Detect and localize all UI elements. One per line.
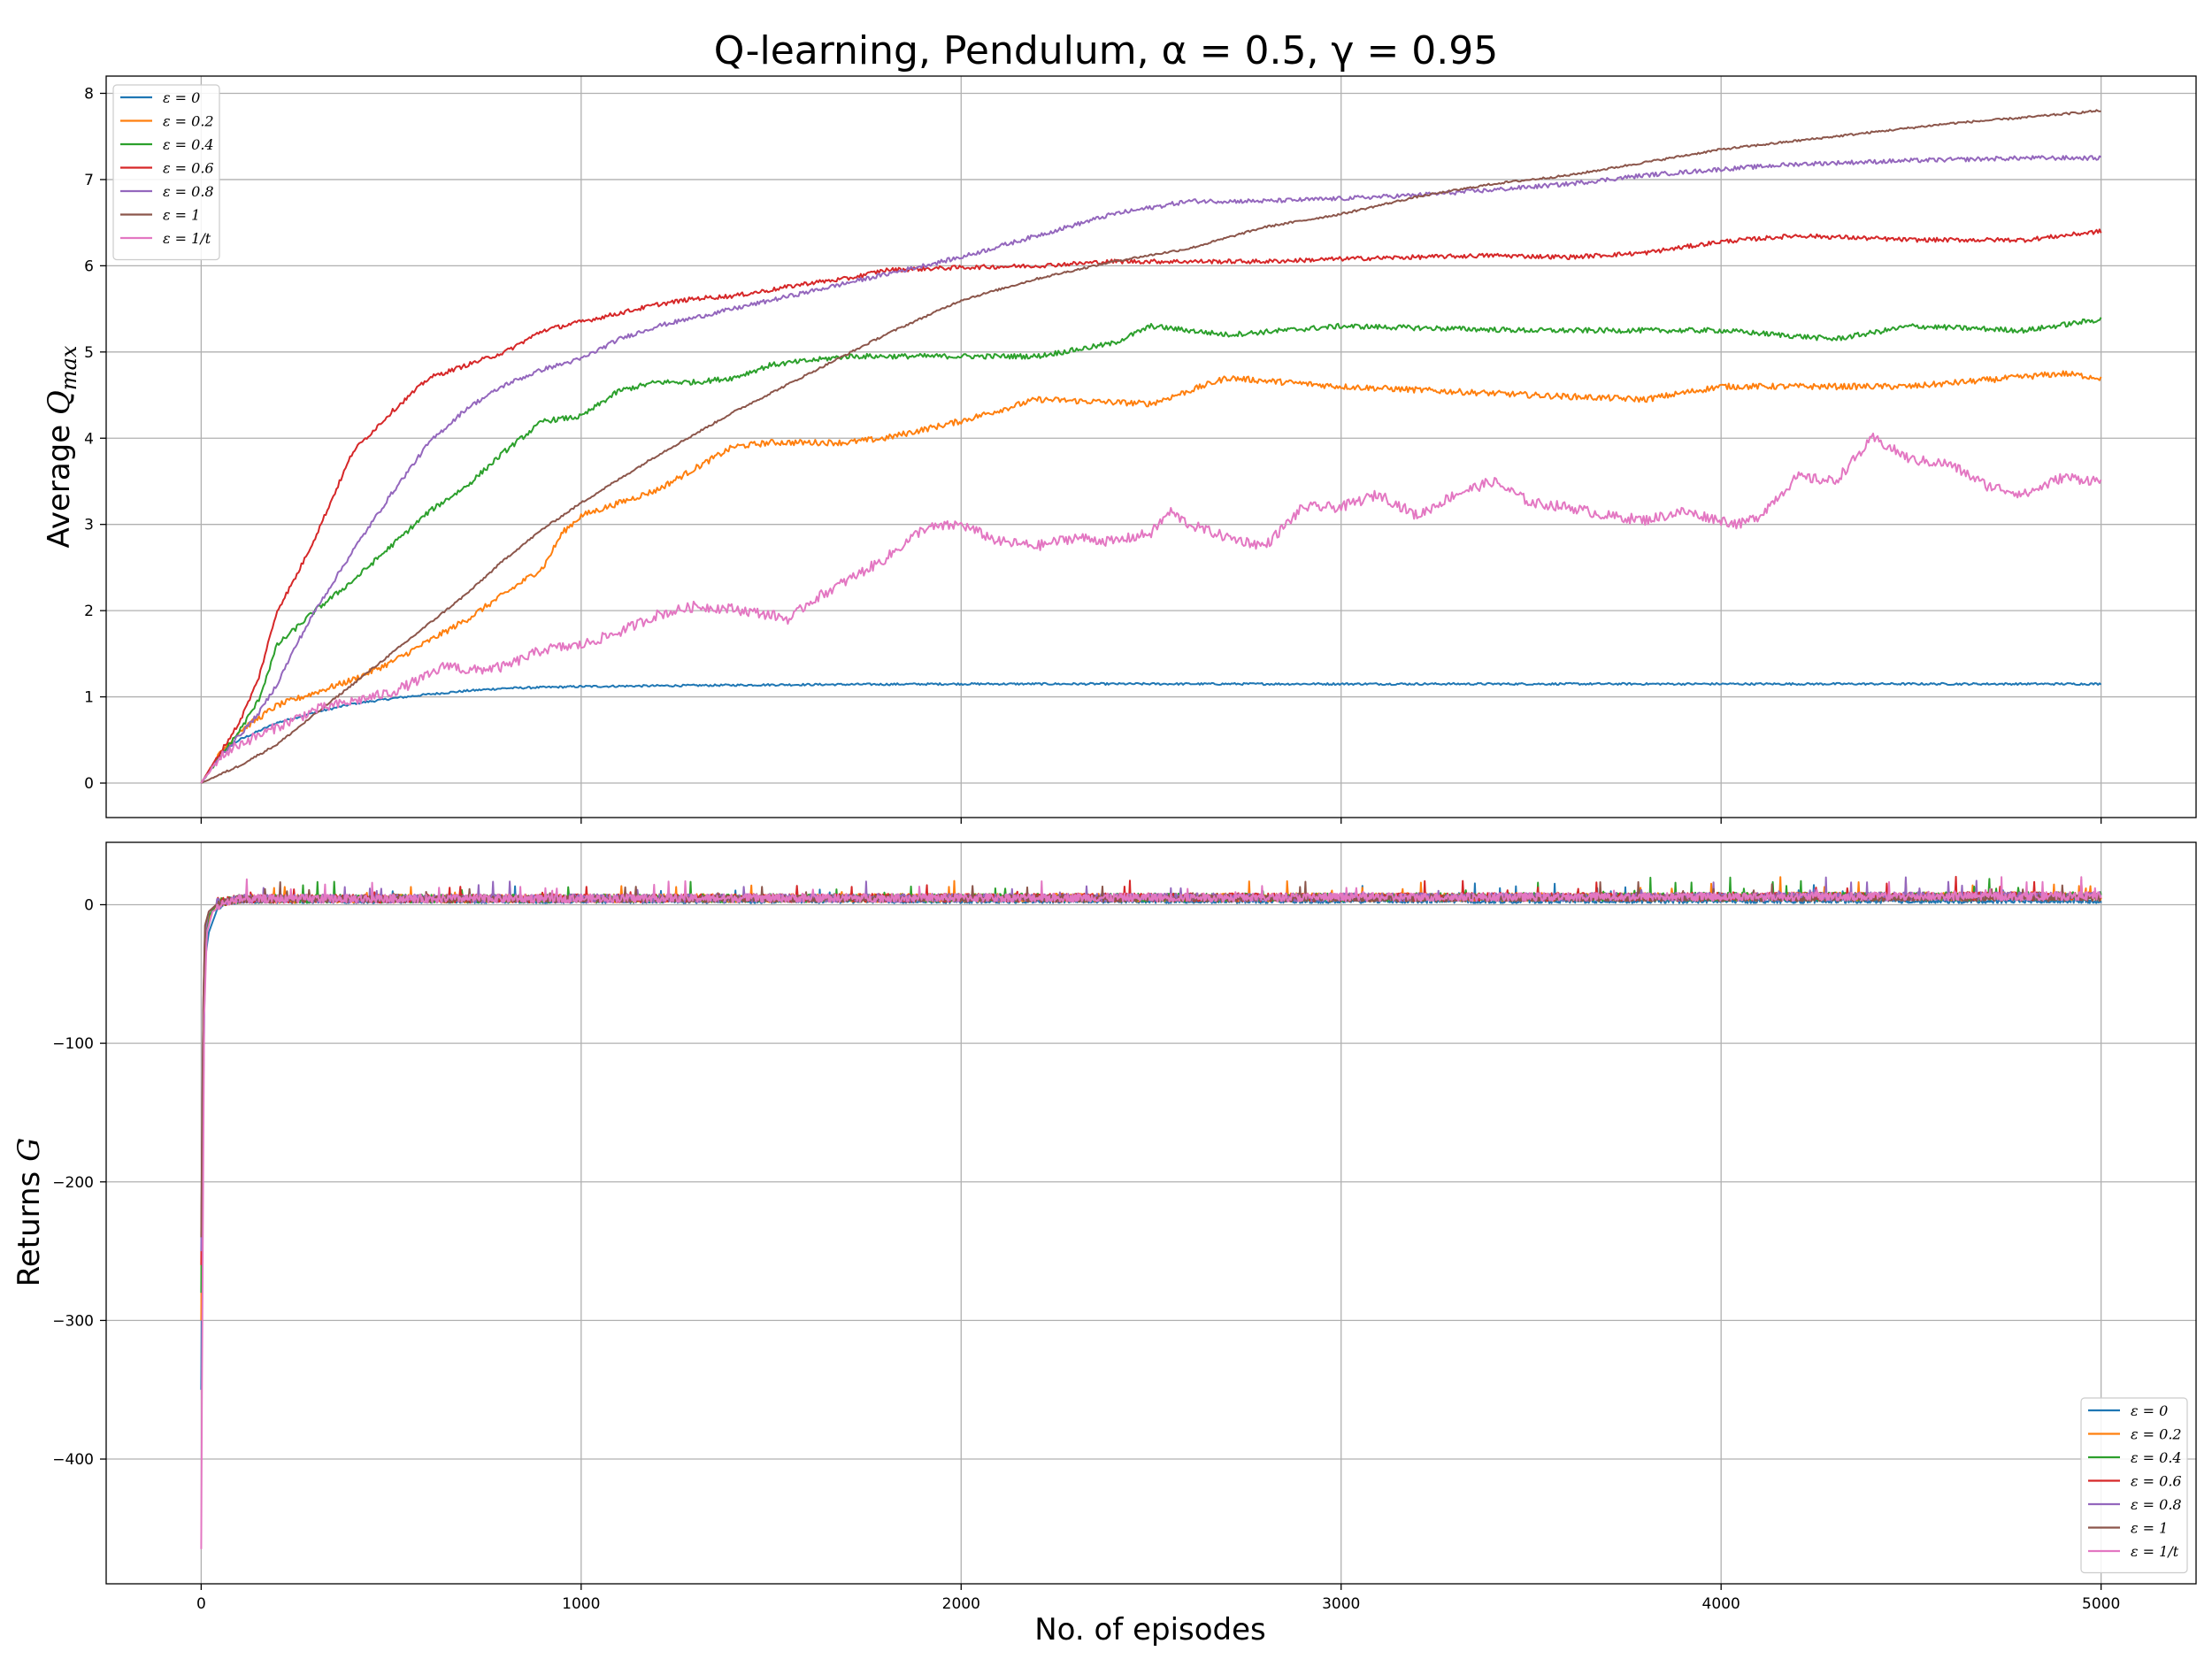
bottom-y-tick-label: 0	[84, 896, 94, 914]
top-y-tick-label: 3	[84, 517, 94, 534]
bottom-y-axis-label-text: Returns	[12, 1162, 47, 1286]
top-legend-label-2: ε = 0.4	[163, 136, 214, 153]
bottom-x-tick-label: 5000	[2082, 1595, 2120, 1613]
bottom-x-tick-label: 0	[196, 1595, 206, 1613]
top-y-tick-label: 4	[84, 430, 94, 448]
bottom-y-tick-label: −400	[52, 1451, 94, 1469]
top-series-line-6	[200, 432, 2102, 784]
bottom-legend-label-6: ε = 1/t	[2131, 1543, 2179, 1560]
bottom-plot-background	[106, 842, 2196, 1584]
top-y-axis-label-text: Average	[42, 415, 77, 548]
top-plot-background	[106, 76, 2196, 818]
bottom-series-lines	[200, 875, 2102, 1549]
bottom-x-tick-label: 1000	[562, 1595, 600, 1613]
top-series-line-5	[201, 109, 2101, 784]
top-y-tick-label: 7	[84, 172, 94, 189]
bottom-x-tick-label: 4000	[1702, 1595, 1740, 1613]
top-legend-label-5: ε = 1	[163, 207, 200, 224]
top-y-tick-label: 6	[84, 257, 94, 275]
bottom-legend-label-2: ε = 0.4	[2131, 1449, 2182, 1466]
top-legend-label-4: ε = 0.8	[163, 183, 214, 200]
bottom-y-axis-label-symbol: G	[12, 1138, 47, 1162]
top-y-tick-label: 5	[84, 344, 94, 362]
top-legend-label-1: ε = 0.2	[163, 113, 214, 130]
bottom-y-tick-label: −200	[52, 1174, 94, 1192]
bottom-legend-label-5: ε = 1	[2131, 1520, 2168, 1537]
top-legend: ε = 0 ε = 0.2 ε = 0.4 ε = 0.6 ε = 0.8 ε = 1 ε …	[112, 84, 220, 261]
bottom-legend-label-0: ε = 0	[2131, 1402, 2168, 1419]
bottom-legend-label-4: ε = 0.8	[2131, 1496, 2182, 1513]
figure-title: Q-learning, Pendulum, α = 0.5, γ = 0.95	[714, 28, 1499, 73]
top-y-axis-label-symbol: Q	[42, 390, 77, 415]
top-series-line-2	[200, 317, 2102, 784]
top-y-tick-label: 1	[84, 689, 94, 707]
bottom-y-tick-label: −300	[52, 1312, 94, 1330]
top-gridlines	[106, 76, 2196, 818]
top-x-ticks	[200, 818, 2102, 824]
top-y-axis-label: Average Qmax	[42, 345, 81, 548]
top-legend-label-0: ε = 0	[163, 89, 200, 106]
bottom-legend-label-3: ε = 0.6	[2131, 1473, 2182, 1490]
bottom-series-line-6	[200, 876, 2102, 1549]
top-series-line-0	[200, 681, 2102, 784]
top-series-lines	[200, 109, 2102, 784]
top-legend-box	[112, 84, 220, 261]
top-y-ticks: 0 1 2 3 4 5 6 7 8	[84, 85, 106, 793]
bottom-y-ticks: 0 −100 −200 −300 −400	[52, 896, 106, 1469]
top-series-line-1	[200, 370, 2102, 784]
bottom-y-tick-label: −100	[52, 1035, 94, 1053]
bottom-x-ticks: 0 1000 2000 3000 4000 5000	[196, 1584, 2120, 1613]
bottom-y-axis-label: Returns G	[12, 1138, 47, 1287]
top-series-line-4	[200, 155, 2102, 784]
top-y-tick-label: 2	[84, 603, 94, 620]
top-legend-label-3: ε = 0.6	[163, 160, 214, 177]
x-axis-label: No. of episodes	[1034, 1612, 1266, 1647]
bottom-gridlines	[106, 842, 2196, 1584]
top-y-tick-label: 8	[84, 85, 94, 103]
bottom-x-tick-label: 3000	[1322, 1595, 1360, 1613]
bottom-x-tick-label: 2000	[942, 1595, 980, 1613]
top-series-line-3	[200, 228, 2102, 784]
top-y-axis-label-subscript: max	[57, 345, 81, 390]
bottom-subplot: 0−100−200−300−400 0 1000 2000 3000 4000 5000 …	[12, 841, 2197, 1647]
top-legend-label-6: ε = 1/t	[163, 230, 211, 247]
top-plot-frame	[105, 75, 2197, 818]
top-y-tick-label: 0	[84, 775, 94, 793]
bottom-legend-label-1: ε = 0.2	[2131, 1426, 2182, 1443]
bottom-plot-frame	[105, 841, 2197, 1585]
bottom-legend-box	[2080, 1397, 2188, 1574]
bottom-legend: ε = 0 ε = 0.2 ε = 0.4 ε = 0.6 ε = 0.8 ε = 1 ε …	[2080, 1397, 2188, 1574]
